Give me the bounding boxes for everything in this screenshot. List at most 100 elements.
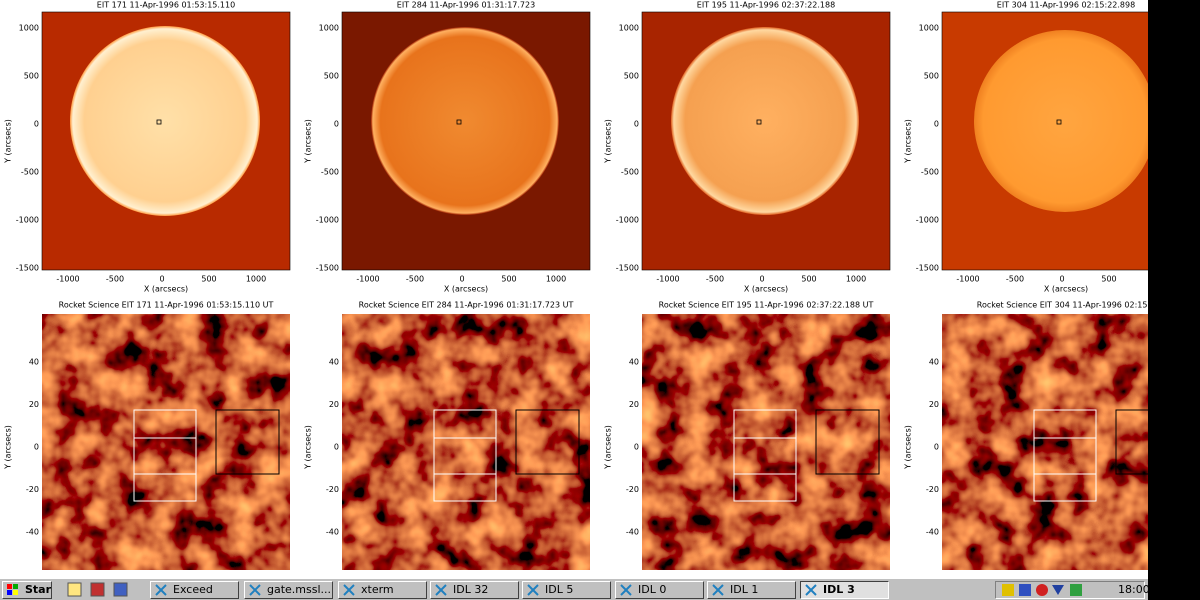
quick-icon[interactable] xyxy=(90,582,105,597)
y-tick-label: -1000 xyxy=(616,216,639,225)
y-tick-label: 40 xyxy=(329,358,339,367)
clock: 18:00 xyxy=(1118,583,1150,596)
y-tick-label: -1000 xyxy=(916,216,939,225)
task-icon xyxy=(155,584,167,596)
y-tick-label: 0 xyxy=(934,443,939,452)
x-tick-label: 0 xyxy=(759,275,764,284)
task-label: Exceed xyxy=(173,583,213,596)
panel-title: EIT 195 11-Apr-1996 02:37:22.188 xyxy=(697,1,835,10)
task-icon xyxy=(249,584,261,596)
task-button[interactable]: IDL 3 xyxy=(800,581,889,599)
task-icon xyxy=(435,584,447,596)
top-panel: EIT 284 11-Apr-1996 01:31:17.723 -1000 -50… xyxy=(304,1,591,294)
y-tick-label: -1500 xyxy=(916,264,939,273)
x-tick-label: -500 xyxy=(1006,275,1024,284)
task-label: IDL 1 xyxy=(730,583,759,596)
y-tick-label: -500 xyxy=(621,168,639,177)
box xyxy=(215,409,280,475)
y-tick-label: -20 xyxy=(626,485,639,494)
task-button[interactable]: Exceed xyxy=(150,581,239,599)
y-tick-label: -500 xyxy=(921,168,939,177)
y-axis-label: Y (arcsecs) xyxy=(904,425,913,470)
task-icon xyxy=(620,584,632,596)
task-label: IDL 0 xyxy=(638,583,667,596)
y-tick-label: -20 xyxy=(326,485,339,494)
x-axis-label: X (arcsecs) xyxy=(444,285,488,294)
top-panel: EIT 171 11-Apr-1996 01:53:15.110 -1000 -50… xyxy=(4,1,291,294)
y-tick-label: 500 xyxy=(624,72,639,81)
screen-edge xyxy=(1148,0,1200,600)
y-tick-label: 1000 xyxy=(619,24,639,33)
region-marker xyxy=(156,119,162,125)
quick-launch xyxy=(67,582,128,597)
y-tick-label: 1000 xyxy=(919,24,939,33)
tray-icon[interactable] xyxy=(1002,584,1014,596)
x-tick-label: 0 xyxy=(1059,275,1064,284)
y-tick-label: -40 xyxy=(26,528,39,537)
y-axis-label: Y (arcsecs) xyxy=(604,119,613,164)
plot-area: EIT 171 11-Apr-1996 01:53:15.110 -1000 -50… xyxy=(4,1,1148,570)
y-tick-label: -1500 xyxy=(316,264,339,273)
y-tick-label: -40 xyxy=(326,528,339,537)
quick-icon[interactable] xyxy=(113,582,128,597)
panel-title: EIT 171 11-Apr-1996 01:53:15.110 xyxy=(97,1,235,10)
y-axis-label: Y (arcsecs) xyxy=(304,425,313,470)
start-label: Start xyxy=(25,583,52,596)
solar-disk xyxy=(671,27,859,215)
task-label: IDL 3 xyxy=(823,583,855,596)
task-button[interactable]: IDL 32 xyxy=(430,581,519,599)
y-tick-label: -40 xyxy=(926,528,939,537)
box xyxy=(433,409,497,502)
x-tick-label: -1000 xyxy=(356,275,379,284)
box xyxy=(733,409,797,502)
y-tick-label: -1500 xyxy=(616,264,639,273)
region-marker xyxy=(1056,119,1062,125)
bottom-panel: Rocket Science EIT 195 11-Apr-1996 02:37… xyxy=(604,301,890,570)
quick-icon[interactable] xyxy=(67,582,82,597)
x-tick-label: -1000 xyxy=(956,275,979,284)
y-tick-label: 40 xyxy=(929,358,939,367)
x-tick-label: -500 xyxy=(106,275,124,284)
x-tick-label: 500 xyxy=(201,275,216,284)
x-tick-label: -1000 xyxy=(56,275,79,284)
tray-icon[interactable] xyxy=(1036,584,1048,596)
panel-title: EIT 304 11-Apr-1996 02:15:22.898 xyxy=(997,1,1135,10)
y-tick-label: 20 xyxy=(329,400,339,409)
tray-icon[interactable] xyxy=(1070,584,1082,596)
tray-icon[interactable] xyxy=(1052,585,1064,595)
task-label: IDL 5 xyxy=(545,583,574,596)
panel-title: Rocket Science EIT 284 11-Apr-1996 01:31… xyxy=(359,301,574,310)
y-tick-label: 500 xyxy=(924,72,939,81)
axis-frame xyxy=(941,11,1148,271)
box xyxy=(1115,409,1148,475)
y-tick-label: 20 xyxy=(29,400,39,409)
task-label: gate.mssl.... xyxy=(267,583,333,596)
taskbar: Start 18:00 Exceed gate.mssl.... xterm IDL … xyxy=(0,578,1150,600)
task-button[interactable]: IDL 1 xyxy=(707,581,796,599)
task-icon xyxy=(343,584,355,596)
box xyxy=(1033,409,1097,502)
x-tick-label: 1000 xyxy=(846,275,866,284)
task-icon xyxy=(527,584,539,596)
x-tick-label: -1000 xyxy=(656,275,679,284)
solar-disk xyxy=(70,26,260,216)
y-tick-label: 1000 xyxy=(19,24,39,33)
task-button[interactable]: IDL 5 xyxy=(522,581,611,599)
y-axis-label: Y (arcsecs) xyxy=(4,425,13,470)
y-tick-label: 0 xyxy=(634,120,639,129)
y-tick-label: -20 xyxy=(26,485,39,494)
start-button[interactable]: Start xyxy=(2,581,52,599)
zoom-image xyxy=(942,314,1148,570)
x-tick-label: 0 xyxy=(159,275,164,284)
task-button[interactable]: IDL 0 xyxy=(615,581,704,599)
tray-icon[interactable] xyxy=(1019,584,1031,596)
task-icon xyxy=(805,584,817,596)
y-tick-label: 0 xyxy=(634,443,639,452)
y-tick-label: 40 xyxy=(29,358,39,367)
panel-title: Rocket Science EIT 171 11-Apr-1996 01:53… xyxy=(59,301,274,310)
x-tick-label: -500 xyxy=(706,275,724,284)
task-button[interactable]: xterm xyxy=(338,581,427,599)
task-button[interactable]: gate.mssl.... xyxy=(244,581,333,599)
